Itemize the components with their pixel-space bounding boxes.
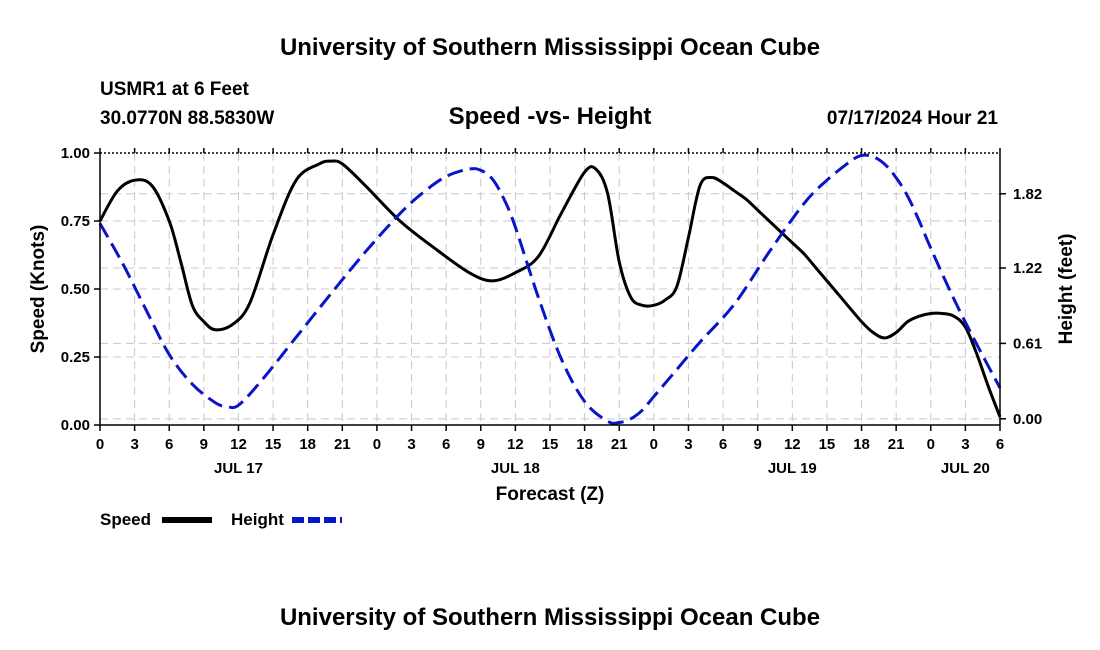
x-tick-label: 18 — [576, 436, 593, 453]
x-tick-label: 0 — [927, 436, 935, 453]
series-line-height — [98, 153, 1002, 425]
x-tick-label: 15 — [265, 436, 282, 453]
axes: 0 3 6 9 12 15 18 21 0 3 6 9 12 15 18 21 0 3 6 9 12 15 18 21 0 3 6J… — [61, 145, 1042, 477]
x-tick-label: 12 — [507, 436, 524, 453]
y2-tick-label: 0.61 — [1013, 335, 1042, 352]
legend-speed-label: Speed — [100, 510, 151, 529]
x-tick-label: 6 — [442, 436, 450, 453]
x-tick-label: 15 — [542, 436, 559, 453]
x-tick-label: 3 — [684, 436, 692, 453]
x-day-label: JUL 17 — [214, 460, 263, 477]
series-line-speed — [98, 159, 1002, 418]
y-tick-label: 0.75 — [61, 213, 90, 230]
grid — [100, 153, 1000, 425]
station-label: USMR1 at 6 Feet — [100, 79, 250, 100]
legend: Speed Height — [100, 510, 342, 529]
x-tick-label: 6 — [996, 436, 1004, 453]
x-tick-label: 18 — [299, 436, 316, 453]
x-tick-label: 21 — [334, 436, 351, 453]
x-tick-label: 3 — [407, 436, 415, 453]
location-label: 30.0770N 88.5830W — [100, 108, 274, 129]
y-tick-label: 0.50 — [61, 281, 90, 298]
x-tick-label: 3 — [961, 436, 969, 453]
y2-axis-label: Height (feet) — [1056, 234, 1077, 345]
series — [98, 153, 1002, 425]
x-axis-label: Forecast (Z) — [496, 484, 605, 505]
x-day-label: JUL 20 — [941, 460, 990, 477]
chart-title: University of Southern Mississippi Ocean… — [280, 34, 820, 61]
y-tick-label: 0.25 — [61, 349, 90, 366]
y2-tick-label: 0.00 — [1013, 411, 1042, 428]
chart-subtitle: Speed -vs- Height — [449, 103, 652, 130]
x-tick-label: 12 — [784, 436, 801, 453]
y-axis-label: Speed (Knots) — [28, 225, 49, 354]
y2-tick-label: 1.82 — [1013, 186, 1042, 203]
x-tick-label: 3 — [130, 436, 138, 453]
x-tick-label: 0 — [373, 436, 381, 453]
y-tick-label: 1.00 — [61, 145, 90, 162]
x-tick-label: 0 — [650, 436, 658, 453]
x-tick-label: 9 — [200, 436, 208, 453]
x-day-label: JUL 19 — [768, 460, 817, 477]
x-tick-label: 18 — [853, 436, 870, 453]
x-tick-label: 21 — [611, 436, 628, 453]
x-tick-label: 6 — [719, 436, 727, 453]
x-day-label: JUL 18 — [491, 460, 540, 477]
x-tick-label: 0 — [96, 436, 104, 453]
footer-title: University of Southern Mississippi Ocean… — [280, 604, 820, 631]
legend-height-label: Height — [231, 510, 284, 529]
x-tick-label: 9 — [754, 436, 762, 453]
x-tick-label: 9 — [477, 436, 485, 453]
datetime-label: 07/17/2024 Hour 21 — [827, 108, 999, 129]
x-tick-label: 6 — [165, 436, 173, 453]
x-tick-label: 21 — [888, 436, 905, 453]
y-tick-label: 0.00 — [61, 417, 90, 434]
y2-tick-label: 1.22 — [1013, 260, 1042, 277]
x-tick-label: 12 — [230, 436, 247, 453]
x-tick-label: 15 — [819, 436, 836, 453]
